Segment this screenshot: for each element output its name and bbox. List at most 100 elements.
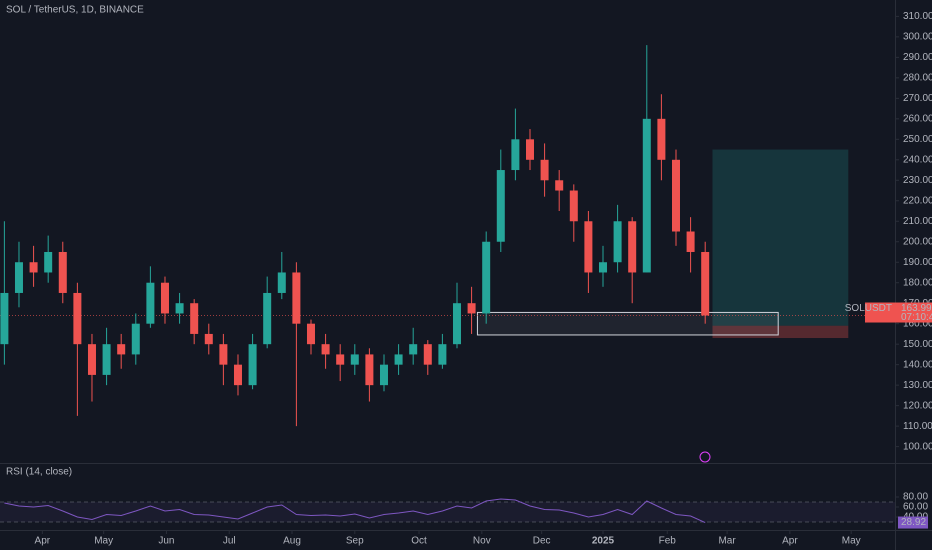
candle-body <box>555 180 564 191</box>
candle-body <box>87 344 96 375</box>
rsi-last-label: 28.92 <box>901 517 926 528</box>
candle-body <box>292 272 301 324</box>
candle-body <box>438 344 447 365</box>
x-tick-label: Jun <box>158 536 174 547</box>
price-label-bg <box>865 302 932 323</box>
y-tick-label: 150.00 <box>903 339 932 350</box>
candle-body <box>190 303 199 334</box>
candle-body <box>525 139 534 160</box>
candle-body <box>686 231 695 252</box>
candle-body <box>73 292 82 345</box>
y-tick-label: 290.00 <box>903 52 932 63</box>
y-tick-label: 190.00 <box>903 257 932 268</box>
candle-body <box>117 344 126 355</box>
candle-body <box>467 303 476 314</box>
countdown: 07:10:48 <box>901 312 932 323</box>
candle-body <box>0 292 9 345</box>
y-tick-label: 220.00 <box>903 195 932 206</box>
x-tick-label: Apr <box>35 536 51 547</box>
candle-body <box>204 333 213 345</box>
y-tick-label: 140.00 <box>903 359 932 370</box>
candle-body <box>336 354 345 365</box>
candle-body <box>701 251 710 316</box>
candle-body <box>321 344 330 355</box>
candle-body <box>350 354 359 365</box>
candle-body <box>379 364 388 386</box>
candle-body <box>175 303 184 314</box>
y-tick-label: 110.00 <box>903 421 932 432</box>
candle-body <box>102 344 111 375</box>
candle-body <box>365 354 374 386</box>
candle-body <box>306 323 315 345</box>
x-tick-label: Nov <box>473 536 491 547</box>
last-price-label: 163.99 <box>901 303 932 314</box>
candle-body <box>598 262 607 273</box>
y-tick-label: 270.00 <box>903 93 932 104</box>
rsi-label-bg <box>898 516 928 529</box>
candle-body <box>569 190 578 222</box>
x-tick-label: 2025 <box>592 536 615 547</box>
y-tick-label: 230.00 <box>903 175 932 186</box>
rsi-line <box>4 498 706 523</box>
y-tick-label: 130.00 <box>903 380 932 391</box>
candle-body <box>642 118 651 273</box>
y-tick-label: 280.00 <box>903 72 932 83</box>
y-tick-label: 250.00 <box>903 134 932 145</box>
candle-body <box>44 251 53 273</box>
candle-body <box>58 251 67 293</box>
y-tick-label: 160.00 <box>903 318 932 329</box>
rsi-band <box>0 502 895 522</box>
support-zone <box>476 311 779 336</box>
x-tick-label: Feb <box>659 536 677 547</box>
y-tick-label: 310.00 <box>903 11 932 22</box>
x-tick-label: Oct <box>411 536 427 547</box>
x-tick-label: Aug <box>283 536 301 547</box>
y-tick-label: 100.00 <box>903 441 932 452</box>
candle-body <box>671 159 680 232</box>
candle-body <box>657 118 666 160</box>
candle-body <box>14 262 23 293</box>
x-tick-label: Apr <box>782 536 798 547</box>
y-tick-label: 120.00 <box>903 400 932 411</box>
rsi-y-tick-label: 60.00 <box>903 502 928 513</box>
y-tick-label: 210.00 <box>903 216 932 227</box>
candle-body <box>131 323 140 355</box>
candle-body <box>248 344 257 386</box>
candle-body <box>146 282 155 324</box>
candle-body <box>613 221 622 263</box>
candle-body <box>160 282 169 314</box>
y-tick-label: 300.00 <box>903 32 932 43</box>
x-tick-label: Jul <box>223 536 236 547</box>
candle-body <box>263 292 272 345</box>
take-profit-zone <box>712 149 849 326</box>
candle-body <box>628 221 637 273</box>
x-tick-label: May <box>842 536 861 547</box>
candle-body <box>409 344 418 355</box>
y-tick-label: 180.00 <box>903 277 932 288</box>
rsi-title: RSI (14, close) <box>6 467 72 478</box>
candle-body <box>482 241 491 314</box>
symbol-label: SOLUSDT <box>845 303 892 314</box>
candle-body <box>233 364 242 386</box>
x-tick-label: Sep <box>346 536 364 547</box>
x-tick-label: May <box>94 536 113 547</box>
x-tick-label: Dec <box>533 536 551 547</box>
event-icon[interactable] <box>699 451 711 463</box>
candle-body <box>584 221 593 273</box>
y-tick-label: 240.00 <box>903 154 932 165</box>
y-tick-label: 260.00 <box>903 113 932 124</box>
candle-body <box>452 303 461 345</box>
candle-body <box>394 354 403 365</box>
candle-body <box>423 344 432 365</box>
candle-body <box>277 272 286 293</box>
candle-body <box>511 139 520 171</box>
candle-body <box>496 170 505 242</box>
x-tick-label: Mar <box>718 536 736 547</box>
rsi-y-tick-label: 80.00 <box>903 492 928 503</box>
candle-body <box>29 262 38 273</box>
candle-body <box>219 344 228 365</box>
y-tick-label: 200.00 <box>903 236 932 247</box>
chart-title: SOL / TetherUS, 1D, BINANCE <box>6 5 144 16</box>
